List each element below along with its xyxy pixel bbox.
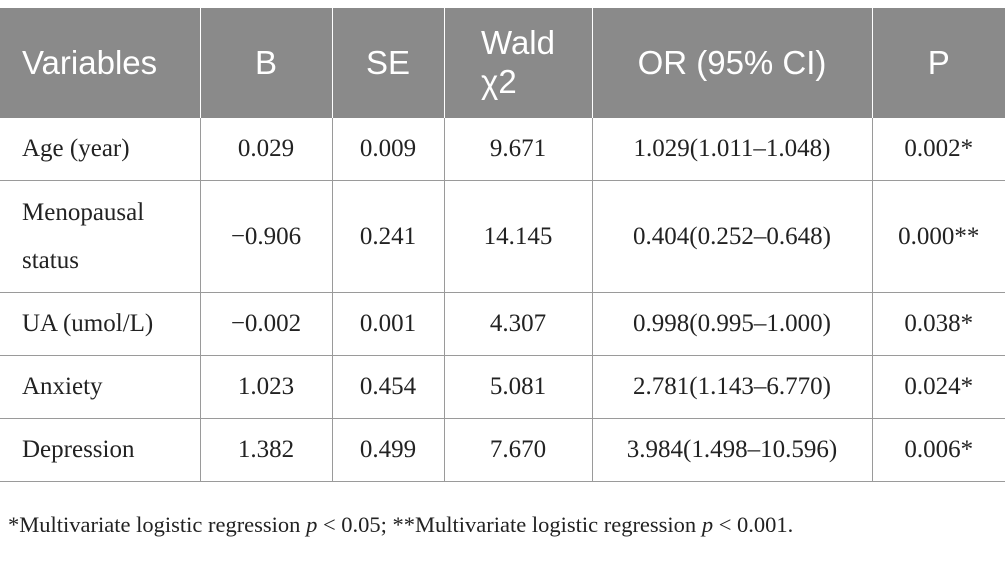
cell-p: 0.038* [871, 292, 1005, 356]
cell-variable: UA (umol/L) [0, 292, 201, 356]
regression-table-container: Variables B SE Wald χ2 OR (95% CI) P Age… [0, 8, 1005, 482]
footnote-part1: *Multivariate logistic regression [8, 512, 307, 537]
cell-p: 0.000** [871, 180, 1005, 293]
table-row: Age (year) 0.029 0.009 9.671 1.029(1.011… [0, 118, 1005, 181]
cell-variable-line2: status [22, 246, 79, 274]
header-variables: Variables [0, 8, 201, 118]
wald-stack: Wald χ2 [481, 24, 555, 102]
cell-se: 0.499 [331, 418, 445, 482]
cell-variable: Anxiety [0, 355, 201, 419]
cell-b: −0.002 [199, 292, 333, 356]
cell-wald: 14.145 [443, 180, 593, 293]
cell-variable: Menopausal status [0, 180, 201, 293]
cell-or: 2.781(1.143–6.770) [591, 355, 873, 419]
footnote-p-symbol-1: p [306, 512, 318, 537]
cell-se: 0.009 [331, 118, 445, 181]
cell-p: 0.002* [871, 118, 1005, 181]
cell-wald: 9.671 [443, 118, 593, 181]
table-row: Anxiety 1.023 0.454 5.081 2.781(1.143–6.… [0, 355, 1005, 419]
table-header: Variables B SE Wald χ2 OR (95% CI) P [0, 8, 1005, 118]
header-wald-chi2: Wald χ2 [443, 8, 593, 118]
table-row: UA (umol/L) −0.002 0.001 4.307 0.998(0.9… [0, 292, 1005, 356]
cell-b: 1.023 [199, 355, 333, 419]
cell-se: 0.454 [331, 355, 445, 419]
header-p: P [871, 8, 1005, 118]
cell-or: 1.029(1.011–1.048) [591, 118, 873, 181]
header-wald-line1: Wald [481, 24, 555, 62]
header-or-ci: OR (95% CI) [591, 8, 873, 118]
header-b: B [199, 8, 333, 118]
cell-variable: Age (year) [0, 118, 201, 181]
header-se: SE [331, 8, 445, 118]
cell-or: 3.984(1.498–10.596) [591, 418, 873, 482]
footnote-part3: < 0.001. [713, 512, 794, 537]
regression-table: Variables B SE Wald χ2 OR (95% CI) P Age… [0, 8, 1005, 482]
cell-p: 0.024* [871, 355, 1005, 419]
cell-se: 0.001 [331, 292, 445, 356]
cell-b: −0.906 [199, 180, 333, 293]
table-body: Age (year) 0.029 0.009 9.671 1.029(1.011… [0, 118, 1005, 482]
cell-or: 0.404(0.252–0.648) [591, 180, 873, 293]
table-footnote: *Multivariate logistic regression p < 0.… [8, 512, 793, 538]
cell-b: 0.029 [199, 118, 333, 181]
cell-variable: Depression [0, 418, 201, 482]
cell-or: 0.998(0.995–1.000) [591, 292, 873, 356]
cell-b: 1.382 [199, 418, 333, 482]
table-row: Depression 1.382 0.499 7.670 3.984(1.498… [0, 418, 1005, 482]
cell-wald: 5.081 [443, 355, 593, 419]
footnote-part2: < 0.05; **Multivariate logistic regressi… [317, 512, 702, 537]
cell-wald: 4.307 [443, 292, 593, 356]
header-wald-line2: χ2 [481, 63, 517, 100]
cell-p: 0.006* [871, 418, 1005, 482]
table-row: Menopausal status −0.906 0.241 14.145 0.… [0, 180, 1005, 293]
footnote-p-symbol-2: p [701, 512, 714, 537]
header-row: Variables B SE Wald χ2 OR (95% CI) P [0, 8, 1005, 118]
cell-variable-line1: Menopausal [22, 199, 145, 226]
cell-wald: 7.670 [443, 418, 593, 482]
cell-se: 0.241 [331, 180, 445, 293]
